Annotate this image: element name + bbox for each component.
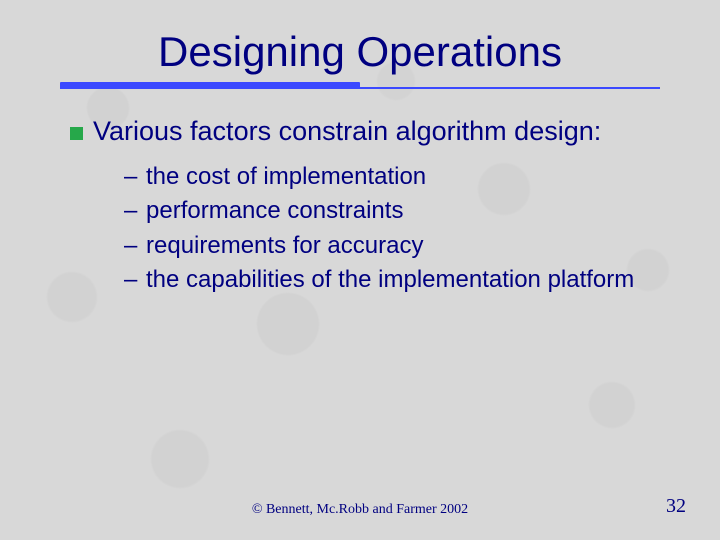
sub-item-text: the cost of implementation — [146, 161, 426, 193]
sub-item-text: performance constraints — [146, 195, 403, 227]
main-bullet-item: Various factors constrain algorithm desi… — [70, 115, 660, 149]
content-area: Various factors constrain algorithm desi… — [60, 115, 660, 296]
list-item: – requirements for accuracy — [124, 230, 660, 262]
slide-container: Designing Operations Various factors con… — [0, 0, 720, 540]
slide-title: Designing Operations — [60, 28, 660, 76]
sub-bullet-list: – the cost of implementation – performan… — [70, 161, 660, 297]
main-bullet-text: Various factors constrain algorithm desi… — [93, 115, 601, 149]
list-item: – performance constraints — [124, 195, 660, 227]
list-item: – the capabilities of the implementation… — [124, 264, 660, 296]
sub-item-text: requirements for accuracy — [146, 230, 423, 262]
dash-icon: – — [124, 161, 138, 193]
underline-thin — [60, 87, 660, 89]
dash-icon: – — [124, 264, 138, 296]
list-item: – the cost of implementation — [124, 161, 660, 193]
dash-icon: – — [124, 195, 138, 227]
sub-item-text: the capabilities of the implementation p… — [146, 264, 634, 296]
page-number: 32 — [666, 495, 686, 518]
title-underline — [60, 82, 660, 89]
square-bullet-icon — [70, 127, 83, 140]
dash-icon: – — [124, 230, 138, 262]
footer-copyright: © Bennett, Mc.Robb and Farmer 2002 — [0, 502, 720, 518]
